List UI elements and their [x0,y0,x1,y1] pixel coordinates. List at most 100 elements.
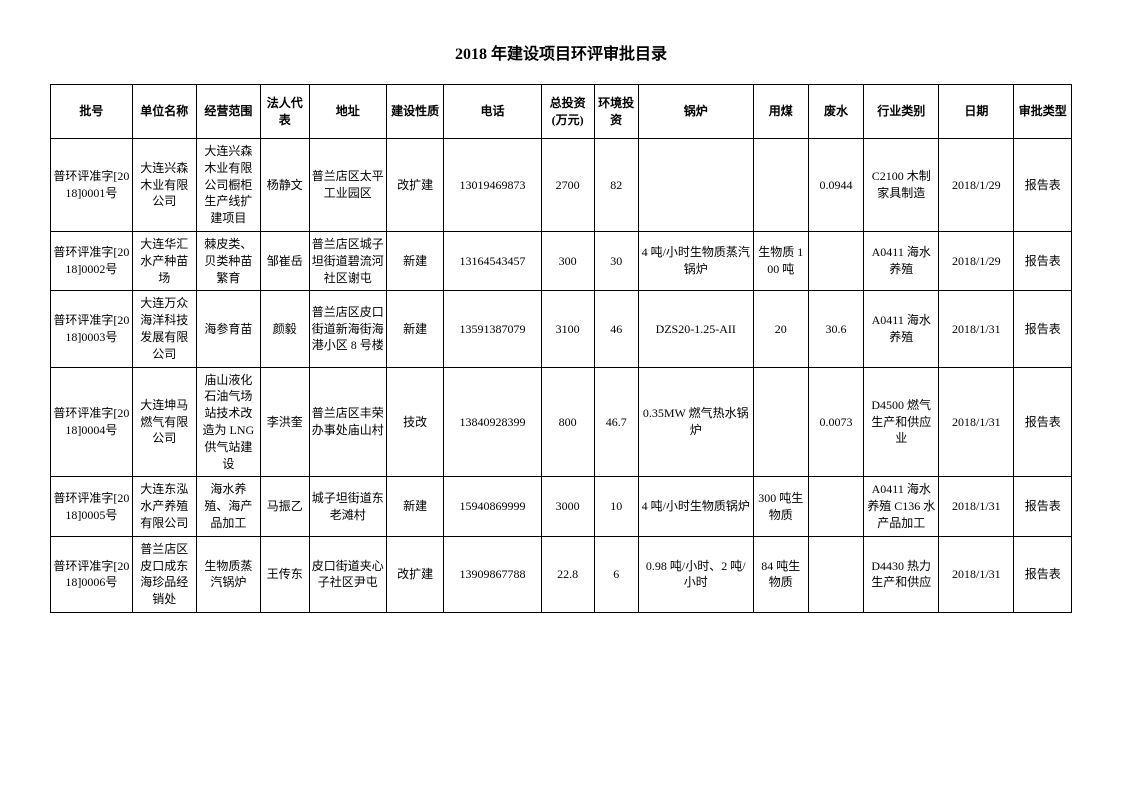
table-cell: 30.6 [808,291,863,367]
table-cell: 2018/1/31 [939,367,1014,477]
table-cell: 庙山液化石油气场站技术改造为 LNG 供气站建设 [196,367,260,477]
table-row: 普环评准字[2018]0002号大连华汇水产种苗场棘皮类、贝类种苗繁育邹崔岳普兰… [51,231,1072,290]
table-cell: 新建 [386,291,443,367]
table-cell: D4500 燃气生产和供应业 [864,367,939,477]
table-cell: 4 吨/小时生物质锅炉 [638,477,753,536]
table-row: 普环评准字[2018]0003号大连万众海洋科技发展有限公司海参育苗颜毅普兰店区… [51,291,1072,367]
table-cell: 0.98 吨/小时、2 吨/小时 [638,536,753,612]
table-cell: 6 [594,536,638,612]
table-body: 普环评准字[2018]0001号大连兴森木业有限公司大连兴森木业有限公司橱柜生产… [51,139,1072,613]
table-cell: DZS20-1.25-AII [638,291,753,367]
table-cell: 普兰店区太平工业园区 [309,139,386,232]
column-header: 用煤 [753,85,808,139]
table-cell [753,367,808,477]
page-title: 2018 年建设项目环评审批目录 [50,40,1072,64]
table-cell: A0411 海水养殖 [864,231,939,290]
column-header: 电话 [444,85,541,139]
table-cell: 20 [753,291,808,367]
table-cell: C2100 木制家具制造 [864,139,939,232]
table-cell: 13019469873 [444,139,541,232]
approval-table: 批号单位名称经营范围法人代表地址建设性质电话总投资(万元)环境投资锅炉用煤废水行… [50,84,1072,613]
table-cell: 邹崔岳 [260,231,309,290]
column-header: 总投资(万元) [541,85,594,139]
table-cell: 13909867788 [444,536,541,612]
table-cell: 大连兴森木业有限公司橱柜生产线扩建项目 [196,139,260,232]
table-cell: 杨静文 [260,139,309,232]
table-cell: 82 [594,139,638,232]
table-row: 普环评准字[2018]0006号普兰店区皮口成东海珍品经销处生物质蒸汽锅炉王传东… [51,536,1072,612]
table-cell: 王传东 [260,536,309,612]
table-cell: 13591387079 [444,291,541,367]
table-cell: 普环评准字[2018]0004号 [51,367,133,477]
table-cell [753,139,808,232]
column-header: 单位名称 [132,85,196,139]
column-header: 锅炉 [638,85,753,139]
table-header: 批号单位名称经营范围法人代表地址建设性质电话总投资(万元)环境投资锅炉用煤废水行… [51,85,1072,139]
table-cell [808,536,863,612]
table-cell: 13164543457 [444,231,541,290]
table-cell: 报告表 [1014,139,1072,232]
table-cell: 新建 [386,231,443,290]
table-cell: 报告表 [1014,477,1072,536]
table-cell: 2018/1/29 [939,231,1014,290]
table-cell [808,477,863,536]
table-cell: 2700 [541,139,594,232]
table-cell: 棘皮类、贝类种苗繁育 [196,231,260,290]
table-cell [808,231,863,290]
table-cell: 4 吨/小时生物质蒸汽锅炉 [638,231,753,290]
column-header: 经营范围 [196,85,260,139]
table-cell [638,139,753,232]
column-header: 废水 [808,85,863,139]
table-row: 普环评准字[2018]0005号大连东泓水产养殖有限公司海水养殖、海产品加工马振… [51,477,1072,536]
column-header: 行业类别 [864,85,939,139]
table-cell: D4430 热力生产和供应 [864,536,939,612]
column-header: 法人代表 [260,85,309,139]
table-cell: 300 吨生物质 [753,477,808,536]
table-cell: 技改 [386,367,443,477]
table-cell: 生物质蒸汽锅炉 [196,536,260,612]
table-cell: 3000 [541,477,594,536]
table-cell: 报告表 [1014,367,1072,477]
table-cell: 大连万众海洋科技发展有限公司 [132,291,196,367]
table-cell: A0411 海水养殖 [864,291,939,367]
table-cell: 普兰店区皮口街道新海街海港小区 8 号楼 [309,291,386,367]
table-cell: 普环评准字[2018]0001号 [51,139,133,232]
table-cell: 大连东泓水产养殖有限公司 [132,477,196,536]
table-cell: 普环评准字[2018]0005号 [51,477,133,536]
table-cell: 普兰店区城子坦街道碧流河社区谢屯 [309,231,386,290]
table-cell: A0411 海水养殖 C136 水产品加工 [864,477,939,536]
table-cell: 0.0944 [808,139,863,232]
table-cell: 3100 [541,291,594,367]
table-cell: 马振乙 [260,477,309,536]
table-cell: 颜毅 [260,291,309,367]
table-cell: 30 [594,231,638,290]
header-row: 批号单位名称经营范围法人代表地址建设性质电话总投资(万元)环境投资锅炉用煤废水行… [51,85,1072,139]
table-cell: 15940869999 [444,477,541,536]
table-cell: 大连坤马燃气有限公司 [132,367,196,477]
table-cell: 新建 [386,477,443,536]
table-cell: 2018/1/31 [939,536,1014,612]
table-cell: 2018/1/31 [939,477,1014,536]
table-cell: 皮口街道夹心子社区尹屯 [309,536,386,612]
table-cell: 普兰店区丰荣办事处庙山村 [309,367,386,477]
column-header: 建设性质 [386,85,443,139]
table-cell: 10 [594,477,638,536]
table-cell: 改扩建 [386,536,443,612]
table-cell: 46.7 [594,367,638,477]
table-cell: 84 吨生物质 [753,536,808,612]
column-header: 地址 [309,85,386,139]
table-cell: 0.0073 [808,367,863,477]
table-row: 普环评准字[2018]0001号大连兴森木业有限公司大连兴森木业有限公司橱柜生产… [51,139,1072,232]
table-cell: 海水养殖、海产品加工 [196,477,260,536]
table-cell: 普环评准字[2018]0003号 [51,291,133,367]
column-header: 环境投资 [594,85,638,139]
column-header: 日期 [939,85,1014,139]
table-cell: 0.35MW 燃气热水锅炉 [638,367,753,477]
column-header: 审批类型 [1014,85,1072,139]
table-cell: 2018/1/29 [939,139,1014,232]
table-cell: 普兰店区皮口成东海珍品经销处 [132,536,196,612]
table-cell: 大连华汇水产种苗场 [132,231,196,290]
table-cell: 城子坦街道东老滩村 [309,477,386,536]
column-header: 批号 [51,85,133,139]
table-cell: 300 [541,231,594,290]
